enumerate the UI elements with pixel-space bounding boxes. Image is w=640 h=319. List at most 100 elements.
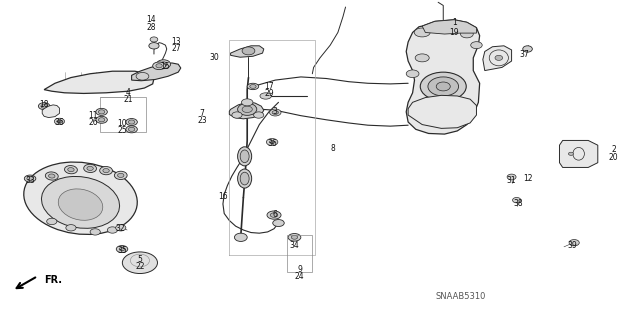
Ellipse shape bbox=[237, 169, 252, 188]
Ellipse shape bbox=[569, 240, 579, 246]
Text: 7: 7 bbox=[200, 109, 204, 118]
Text: 9: 9 bbox=[297, 264, 302, 274]
Ellipse shape bbox=[58, 189, 103, 220]
Polygon shape bbox=[422, 20, 476, 34]
Polygon shape bbox=[408, 95, 476, 128]
Ellipse shape bbox=[247, 83, 259, 90]
Ellipse shape bbox=[269, 109, 281, 116]
Text: 14: 14 bbox=[146, 15, 156, 24]
Text: FR.: FR. bbox=[44, 275, 62, 285]
Ellipse shape bbox=[103, 168, 109, 173]
Ellipse shape bbox=[122, 252, 157, 273]
Ellipse shape bbox=[24, 162, 137, 234]
Ellipse shape bbox=[47, 218, 57, 225]
Ellipse shape bbox=[129, 127, 135, 131]
Ellipse shape bbox=[523, 46, 532, 52]
Polygon shape bbox=[42, 105, 60, 118]
Ellipse shape bbox=[66, 225, 76, 231]
Ellipse shape bbox=[291, 235, 298, 239]
Ellipse shape bbox=[507, 174, 516, 180]
Ellipse shape bbox=[150, 37, 158, 42]
Text: 15: 15 bbox=[161, 62, 170, 71]
Bar bbox=[100, 97, 146, 131]
Text: 2: 2 bbox=[611, 145, 616, 154]
Text: 19: 19 bbox=[449, 28, 459, 37]
Ellipse shape bbox=[68, 167, 74, 172]
Ellipse shape bbox=[41, 104, 47, 108]
Ellipse shape bbox=[241, 99, 253, 106]
Polygon shape bbox=[483, 46, 511, 70]
Text: 16: 16 bbox=[218, 191, 228, 201]
Text: 37: 37 bbox=[520, 50, 529, 59]
Ellipse shape bbox=[129, 120, 135, 124]
Ellipse shape bbox=[108, 227, 118, 233]
Text: 23: 23 bbox=[197, 116, 207, 125]
Text: 1: 1 bbox=[452, 19, 456, 27]
Ellipse shape bbox=[118, 173, 124, 177]
Text: 6: 6 bbox=[273, 210, 278, 219]
Ellipse shape bbox=[126, 126, 138, 133]
Ellipse shape bbox=[153, 62, 166, 70]
Ellipse shape bbox=[157, 60, 171, 69]
Text: 10: 10 bbox=[117, 119, 127, 129]
Ellipse shape bbox=[149, 43, 159, 49]
Ellipse shape bbox=[65, 166, 77, 174]
Ellipse shape bbox=[420, 72, 467, 101]
Text: 29: 29 bbox=[264, 89, 274, 98]
Ellipse shape bbox=[428, 77, 459, 96]
Ellipse shape bbox=[242, 47, 255, 55]
Ellipse shape bbox=[461, 30, 473, 38]
Ellipse shape bbox=[415, 54, 429, 62]
Ellipse shape bbox=[266, 138, 278, 145]
Text: 39: 39 bbox=[568, 241, 577, 250]
Ellipse shape bbox=[84, 164, 97, 173]
Ellipse shape bbox=[116, 225, 126, 231]
Ellipse shape bbox=[96, 108, 108, 115]
Text: 13: 13 bbox=[172, 38, 181, 47]
Ellipse shape bbox=[90, 229, 100, 235]
Ellipse shape bbox=[24, 175, 36, 182]
Text: 31: 31 bbox=[507, 176, 516, 185]
Ellipse shape bbox=[250, 85, 256, 88]
Ellipse shape bbox=[414, 28, 430, 37]
Text: 30: 30 bbox=[210, 53, 220, 62]
Ellipse shape bbox=[38, 103, 50, 110]
Ellipse shape bbox=[240, 150, 249, 163]
Ellipse shape bbox=[49, 174, 55, 178]
Text: 35: 35 bbox=[117, 247, 127, 256]
Ellipse shape bbox=[115, 171, 127, 180]
Text: 21: 21 bbox=[124, 95, 133, 104]
Text: 3: 3 bbox=[273, 108, 278, 116]
Text: 33: 33 bbox=[25, 176, 35, 185]
Ellipse shape bbox=[126, 119, 138, 125]
Ellipse shape bbox=[288, 234, 301, 241]
Text: 22: 22 bbox=[135, 262, 145, 271]
Ellipse shape bbox=[116, 246, 128, 253]
Polygon shape bbox=[229, 102, 264, 119]
Ellipse shape bbox=[260, 93, 271, 99]
Ellipse shape bbox=[253, 112, 264, 118]
Text: SNAAB5310: SNAAB5310 bbox=[435, 292, 486, 301]
Text: 20: 20 bbox=[609, 153, 619, 162]
Ellipse shape bbox=[242, 106, 252, 113]
Ellipse shape bbox=[45, 172, 58, 180]
Ellipse shape bbox=[27, 176, 33, 181]
Ellipse shape bbox=[513, 197, 521, 203]
Ellipse shape bbox=[247, 106, 259, 112]
Ellipse shape bbox=[270, 213, 278, 217]
Text: 5: 5 bbox=[138, 255, 142, 264]
Text: 12: 12 bbox=[523, 174, 532, 183]
Ellipse shape bbox=[119, 247, 125, 251]
Ellipse shape bbox=[436, 82, 451, 91]
Polygon shape bbox=[559, 140, 598, 167]
Ellipse shape bbox=[99, 118, 105, 122]
Ellipse shape bbox=[234, 233, 247, 241]
Ellipse shape bbox=[439, 108, 457, 119]
Bar bbox=[287, 235, 312, 272]
Ellipse shape bbox=[273, 219, 284, 226]
Polygon shape bbox=[406, 20, 479, 134]
Polygon shape bbox=[132, 63, 180, 81]
Polygon shape bbox=[44, 71, 154, 93]
Ellipse shape bbox=[406, 70, 419, 78]
Text: 17: 17 bbox=[264, 82, 274, 91]
